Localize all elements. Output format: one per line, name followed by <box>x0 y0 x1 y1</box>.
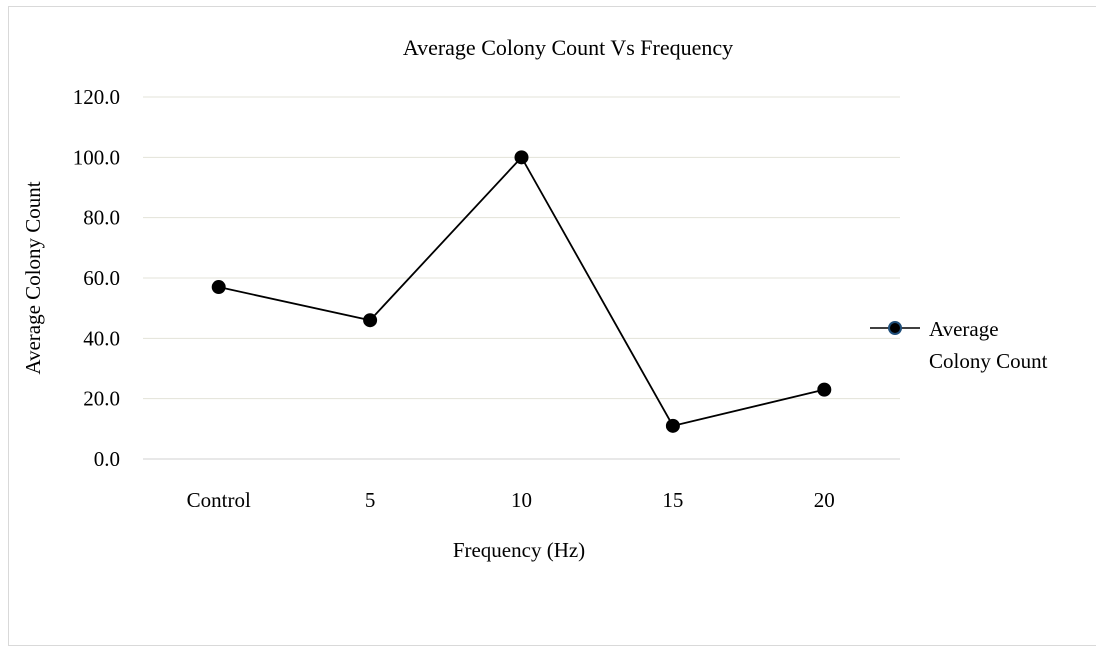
legend-label-line2: Colony Count <box>929 349 1048 373</box>
series-line <box>218 155 825 427</box>
series-layer <box>211 150 832 433</box>
y-tick-label: 40.0 <box>83 326 120 350</box>
line-chart: Average Colony Count Vs Frequency 0.0 20.… <box>21 35 1048 562</box>
y-tick-labels: 0.0 20.0 40.0 60.0 80.0 100.0 120.0 <box>73 85 120 471</box>
x-tick-labels: Control 5 10 15 20 <box>187 488 835 512</box>
x-axis-title: Frequency (Hz) <box>453 538 585 562</box>
x-tick-label: 10 <box>511 488 532 512</box>
y-tick-label: 60.0 <box>83 266 120 290</box>
y-axis-title: Average Colony Count <box>21 181 45 374</box>
x-tick-label: 15 <box>662 488 683 512</box>
chart-title: Average Colony Count Vs Frequency <box>403 35 733 60</box>
data-point <box>665 418 680 433</box>
data-point <box>817 382 832 397</box>
y-tick-label: 100.0 <box>73 145 120 169</box>
data-point <box>514 150 529 165</box>
data-point <box>211 280 226 295</box>
gridlines <box>143 96 900 460</box>
y-tick-label: 20.0 <box>83 387 120 411</box>
x-tick-label: 5 <box>365 488 376 512</box>
legend-label-line1: Average <box>929 317 999 341</box>
data-point <box>363 313 378 328</box>
y-tick-label: 80.0 <box>83 206 120 230</box>
legend-marker <box>888 321 902 335</box>
legend: Average Colony Count <box>870 317 1048 373</box>
chart-frame <box>8 6 1096 646</box>
y-tick-label: 0.0 <box>94 447 120 471</box>
y-tick-label: 120.0 <box>73 85 120 109</box>
x-tick-label: Control <box>187 488 251 512</box>
x-tick-label: 20 <box>814 488 835 512</box>
